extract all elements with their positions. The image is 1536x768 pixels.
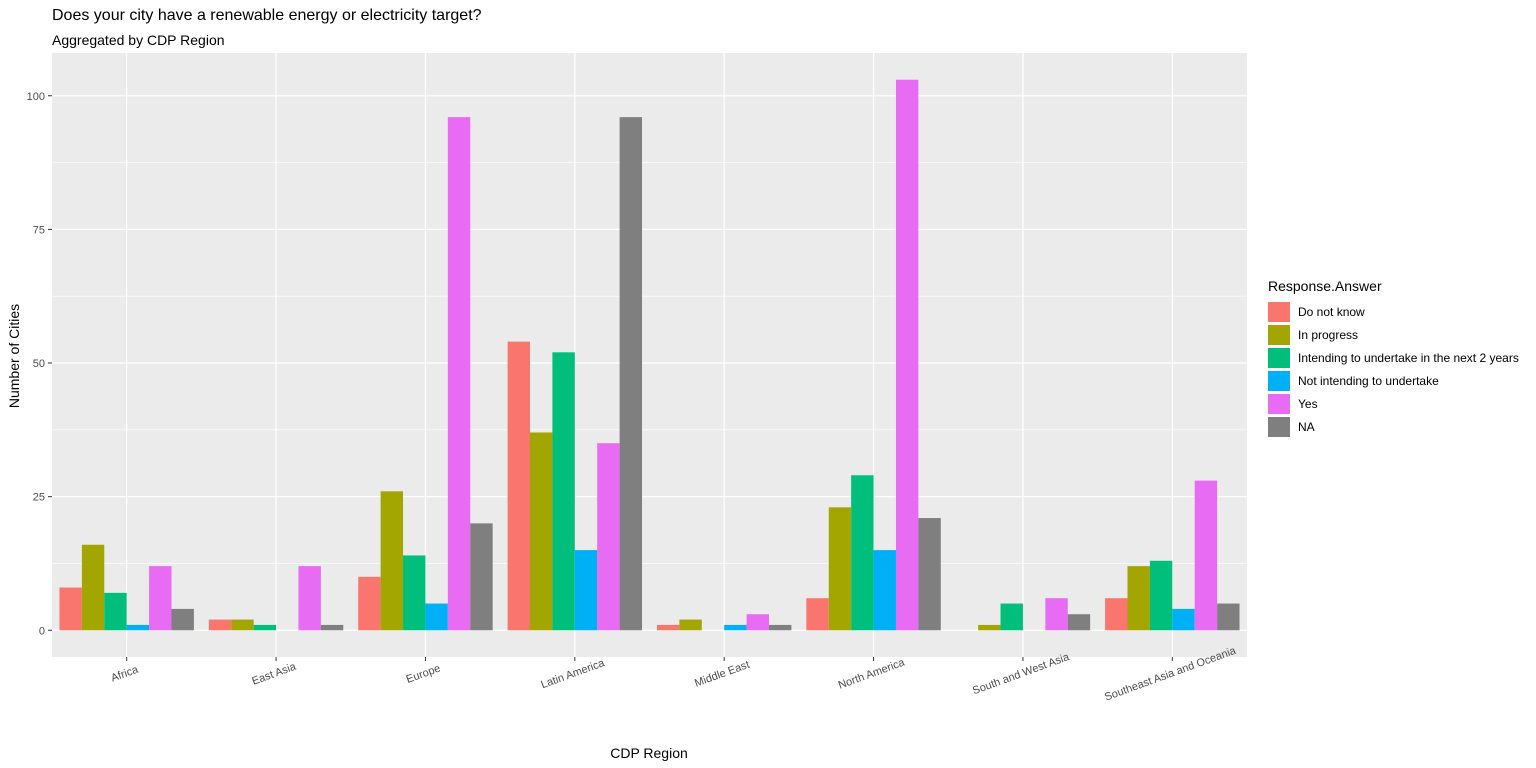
bar <box>1127 566 1150 631</box>
bars <box>59 79 1240 631</box>
bar <box>851 475 874 631</box>
bar <box>149 566 172 631</box>
bar <box>769 624 792 631</box>
bar <box>171 608 194 631</box>
bar <box>1045 598 1068 631</box>
y-tick-label: 75 <box>33 224 45 236</box>
bar <box>104 592 127 631</box>
bar <box>530 432 553 631</box>
x-tick-label: East Asia <box>250 660 298 687</box>
x-tick-label: South and West Asia <box>971 651 1072 697</box>
bar <box>1000 603 1023 631</box>
y-tick-label: 100 <box>27 91 45 103</box>
chart-subtitle: Aggregated by CDP Region <box>52 32 225 48</box>
bar <box>1149 560 1173 631</box>
bar <box>81 544 105 631</box>
legend-key-swatch <box>1268 347 1290 368</box>
bar <box>253 624 277 631</box>
y-tick-label: 0 <box>39 625 45 637</box>
bar <box>403 555 426 631</box>
legend-item: NA <box>1268 415 1519 438</box>
legend-label: NA <box>1298 419 1315 434</box>
bar <box>1217 603 1240 631</box>
bar <box>126 624 150 631</box>
legend-item: Not intending to undertake <box>1268 369 1519 392</box>
bar <box>425 603 448 631</box>
bar <box>380 491 404 631</box>
legend-label: In progress <box>1298 327 1359 342</box>
bar <box>298 566 321 631</box>
plot-panel <box>52 53 1247 657</box>
bar <box>895 79 919 631</box>
bar <box>918 518 941 631</box>
bar <box>358 576 381 631</box>
bar <box>873 550 896 631</box>
bar <box>208 619 232 631</box>
y-axis: 0 25 50 75 100 <box>27 91 52 637</box>
x-tick-label: Middle East <box>693 659 751 690</box>
bar <box>552 352 575 631</box>
bar <box>679 619 702 631</box>
legend-key-swatch <box>1268 370 1290 391</box>
y-tick-label: 25 <box>33 492 45 504</box>
legend-item: In progress <box>1268 323 1519 346</box>
legend: Response.Answer Do not know In progress In… <box>1268 278 1519 438</box>
bar <box>1067 614 1091 631</box>
bar <box>59 587 82 631</box>
bar <box>1105 598 1128 631</box>
x-tick-label: Latin America <box>539 657 607 691</box>
legend-label: Do not know <box>1298 304 1365 319</box>
legend-label: Intending to undertake in the next 2 yea… <box>1298 350 1519 365</box>
legend-key-swatch <box>1268 416 1290 437</box>
bar <box>619 117 643 631</box>
legend-key-swatch <box>1268 324 1290 345</box>
x-axis-label: CDP Region <box>610 745 688 761</box>
legend-item: Yes <box>1268 392 1519 415</box>
chart-title: Does your city have a renewable energy o… <box>52 7 482 24</box>
bar <box>1194 480 1218 631</box>
bar <box>447 117 471 631</box>
bar <box>656 624 680 631</box>
bar <box>828 507 852 631</box>
y-tick-label: 50 <box>33 358 45 370</box>
bar <box>1172 608 1195 631</box>
legend-label: Yes <box>1298 396 1318 411</box>
bar <box>507 341 530 631</box>
legend-key-swatch <box>1268 393 1290 414</box>
legend-item: Do not know <box>1268 300 1519 323</box>
legend-key-swatch <box>1268 301 1290 322</box>
bar <box>231 619 254 631</box>
bar <box>978 624 1001 631</box>
bar <box>574 550 598 631</box>
bar <box>724 624 747 631</box>
y-axis-label: Number of Cities <box>6 304 22 408</box>
x-tick-label: Europe <box>405 662 442 685</box>
x-tick-label: North America <box>837 656 907 691</box>
legend-items: Do not know In progress Intending to under… <box>1268 300 1519 438</box>
legend-label: Not intending to undertake <box>1298 373 1439 388</box>
legend-item: Intending to undertake in the next 2 yea… <box>1268 346 1519 369</box>
bar <box>470 523 493 631</box>
bar <box>597 443 620 631</box>
bar <box>320 624 344 631</box>
bar <box>746 614 769 631</box>
bar <box>806 598 829 631</box>
x-tick-label: Africa <box>109 663 140 684</box>
legend-title: Response.Answer <box>1268 278 1382 294</box>
